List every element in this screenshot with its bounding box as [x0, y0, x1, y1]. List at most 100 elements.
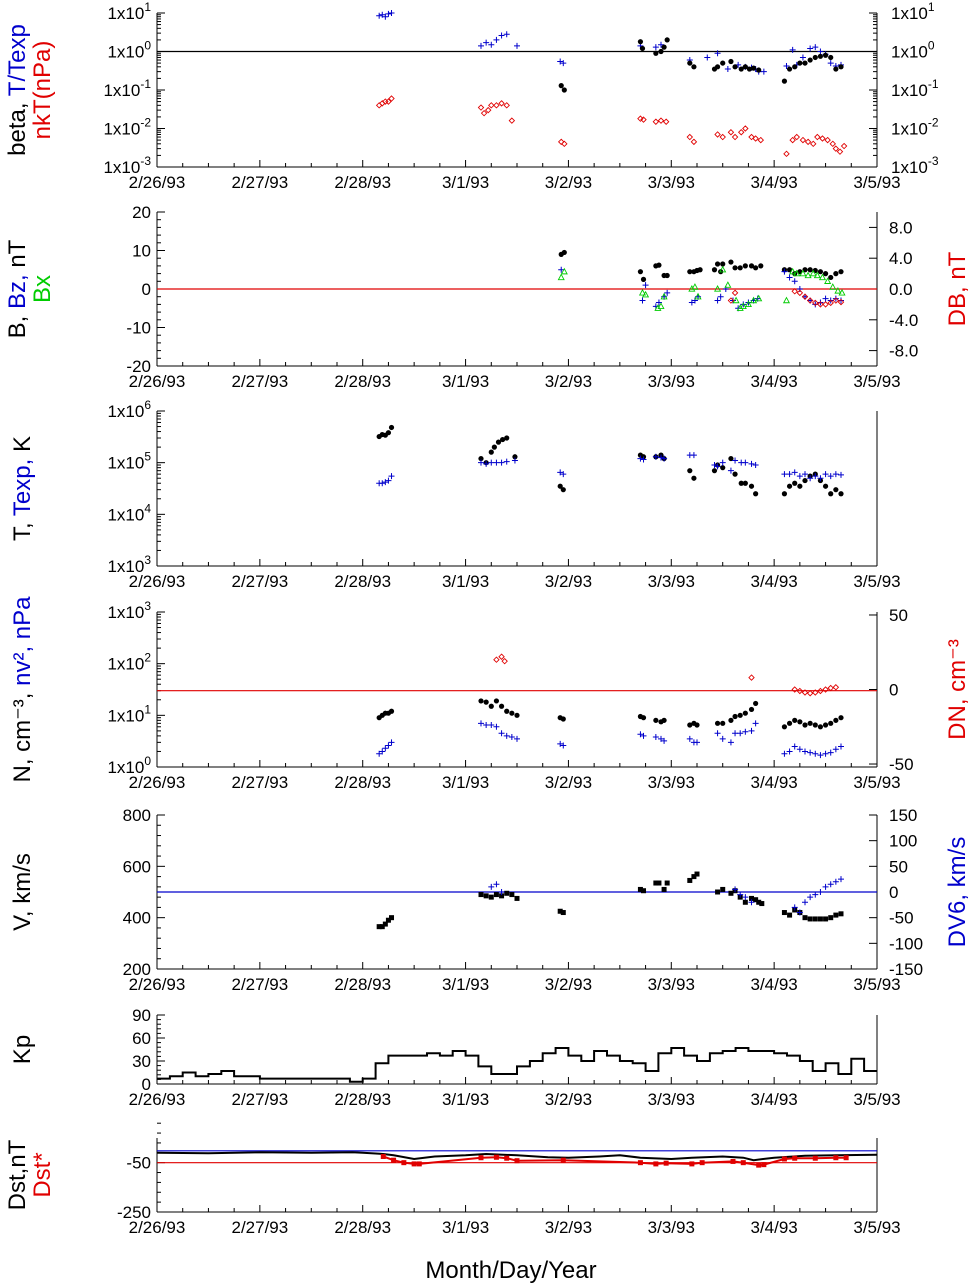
data-point [796, 286, 803, 292]
data-point [714, 297, 721, 304]
data-point [719, 735, 726, 742]
data-point [838, 269, 844, 275]
panel-temperature: 2/26/93 2/27/93 2/28/93 3/1/93 3/2/93 3/3/93 3… [9, 398, 901, 591]
data-point [640, 732, 647, 739]
data-point [822, 686, 829, 693]
series-0 [558, 249, 844, 282]
data-point [817, 889, 824, 895]
data-point [560, 910, 566, 916]
x-tick-label: 3/2/93 [545, 572, 592, 591]
data-point [658, 48, 664, 55]
data-point [379, 924, 385, 930]
y-tick-label: 20 [132, 203, 151, 222]
data-point [732, 457, 739, 464]
panel-dst: 2/26/93 2/27/93 2/28/93 3/1/93 3/2/93 3/3/93 3… [4, 1122, 901, 1237]
data-point [750, 296, 758, 304]
data-point [807, 916, 813, 922]
y-axis-title-right: DV6, km/s [944, 837, 971, 948]
data-point [791, 288, 798, 295]
y-right-tick-label-base: 1x10 [891, 81, 928, 100]
y-right-tick-label: 1x10-3 [891, 154, 939, 177]
data-point [832, 297, 840, 304]
y-tick-label: 0 [142, 280, 151, 299]
data-point [382, 479, 389, 486]
panels-group: 2/26/93 2/27/93 2/28/93 3/1/93 3/2/93 3/3/93 3… [4, 0, 971, 1237]
x-tick-label: 3/1/93 [442, 572, 489, 591]
data-point [809, 269, 817, 277]
data-point [503, 732, 510, 739]
y-tick-label-base: 1x10 [107, 758, 144, 777]
data-point [488, 449, 494, 455]
data-point [732, 265, 738, 271]
data-point [694, 722, 700, 728]
data-point [748, 263, 755, 269]
x-tick-label: 3/4/93 [751, 572, 798, 591]
y-right-tick-label-exponent: -2 [928, 116, 939, 130]
data-point [640, 715, 647, 721]
x-tick-label: 3/3/93 [648, 975, 695, 994]
data-point [689, 1161, 695, 1167]
data-point [796, 687, 804, 695]
data-point [804, 271, 812, 279]
data-point [660, 292, 668, 300]
data-point [731, 133, 739, 141]
data-point [661, 44, 667, 50]
data-point [690, 138, 698, 146]
data-point [792, 717, 798, 723]
data-point [833, 717, 839, 723]
data-point [652, 453, 659, 460]
data-point [817, 687, 824, 695]
data-point [732, 713, 738, 720]
data-point [746, 66, 753, 72]
y-axis-title-part-0: Dst,nT [4, 1139, 31, 1210]
data-point [557, 273, 565, 281]
data-point [483, 460, 490, 467]
x-tick-label: 3/1/93 [442, 173, 489, 192]
x-tick-label: 2/26/93 [129, 1090, 186, 1109]
data-point [493, 698, 500, 704]
x-tick-label: 3/4/93 [751, 975, 798, 994]
data-point [836, 148, 844, 155]
x-tick-label: 2/28/93 [334, 773, 391, 792]
data-point [493, 881, 500, 888]
data-point [786, 66, 793, 72]
data-point [639, 45, 646, 52]
series-1 [376, 452, 844, 487]
data-point [838, 911, 844, 917]
data-point [740, 1160, 746, 1166]
y-tick-label: 200 [123, 960, 151, 979]
data-point [498, 32, 505, 39]
y-tick-label-exponent: 3 [144, 599, 151, 613]
data-point [817, 299, 824, 306]
data-point [833, 487, 839, 493]
data-point [382, 921, 388, 927]
data-point [699, 1160, 705, 1166]
data-point [732, 64, 738, 70]
y-axis-title-part-0: beta, [4, 96, 31, 156]
data-point [727, 297, 735, 304]
y-axis-title: T, Texp, K [9, 436, 36, 541]
data-point [819, 135, 826, 142]
data-point [829, 283, 837, 290]
data-point [822, 295, 829, 302]
x-tick-label: 3/1/93 [442, 372, 489, 391]
x-tick-label: 3/2/93 [545, 1090, 592, 1109]
data-point [715, 889, 721, 895]
data-point [738, 480, 744, 486]
data-point [389, 915, 395, 921]
data-point [503, 458, 510, 465]
y-tick-label: 1x101 [107, 702, 151, 725]
data-point [744, 300, 752, 308]
y-tick-label: 1x103 [107, 553, 151, 576]
x-tick-label: 3/1/93 [442, 1218, 489, 1237]
data-point [711, 468, 718, 474]
data-point [742, 728, 749, 735]
data-point [493, 1154, 499, 1160]
data-point [560, 487, 566, 493]
data-point [737, 730, 744, 737]
data-point [838, 743, 844, 750]
y-tick-label: 1x105 [107, 450, 151, 473]
data-point [758, 263, 764, 269]
y-tick-label-base: 1x10 [107, 706, 144, 725]
y-right-tick-label: 1x10-2 [891, 116, 939, 139]
